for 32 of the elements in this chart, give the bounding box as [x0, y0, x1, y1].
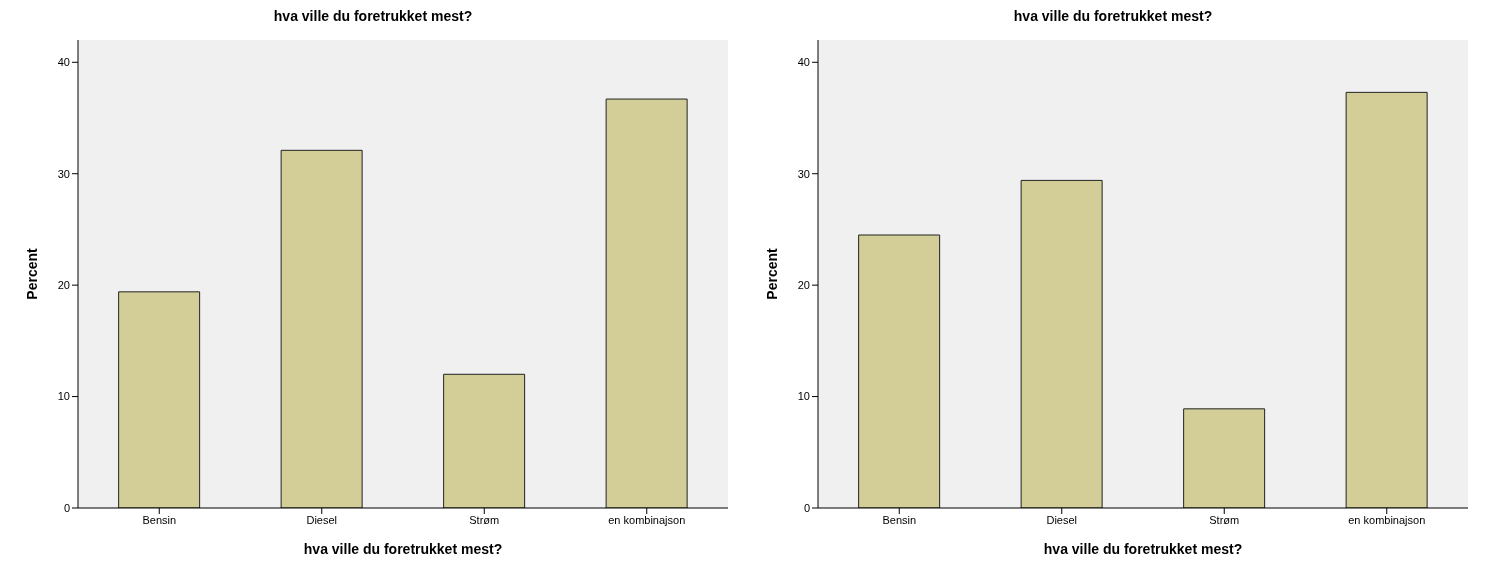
y-tick-label: 40 — [797, 56, 810, 69]
chart-title: hva ville du foretrukket mest? — [272, 8, 474, 24]
bar — [1183, 408, 1266, 508]
y-tick-label: 40 — [57, 56, 70, 69]
bar — [1345, 91, 1428, 508]
x-tick-label: Bensin — [142, 513, 177, 526]
y-tick-label: 10 — [797, 390, 810, 403]
y-tick-label: 30 — [797, 167, 810, 180]
bar — [280, 149, 363, 508]
y-axis-title: Percent — [763, 247, 780, 300]
x-tick-label: en kombinajson — [608, 513, 686, 526]
x-tick-label: Strøm — [1209, 513, 1240, 526]
bar — [118, 291, 201, 508]
x-tick-label: Strøm — [469, 513, 500, 526]
y-tick-label: 20 — [797, 279, 810, 292]
bar — [1020, 179, 1103, 508]
y-tick-label: 20 — [57, 279, 70, 292]
x-tick-label: en kombinajson — [1348, 513, 1426, 526]
y-tick-label: 0 — [63, 501, 70, 514]
chart-title: hva ville du foretrukket mest? — [1012, 8, 1214, 24]
bar — [858, 234, 941, 508]
x-tick-label: Diesel — [306, 513, 338, 526]
x-tick-label: Bensin — [882, 513, 917, 526]
x-axis-title: hva ville du foretrukket mest? — [1043, 541, 1243, 557]
y-axis-title: Percent — [23, 247, 40, 300]
y-tick-label: 30 — [57, 167, 70, 180]
x-axis-title: hva ville du foretrukket mest? — [303, 541, 503, 557]
bar — [605, 98, 688, 508]
bar — [443, 373, 526, 508]
x-tick-label: Diesel — [1046, 513, 1078, 526]
y-tick-label: 10 — [57, 390, 70, 403]
y-tick-label: 0 — [803, 501, 810, 514]
